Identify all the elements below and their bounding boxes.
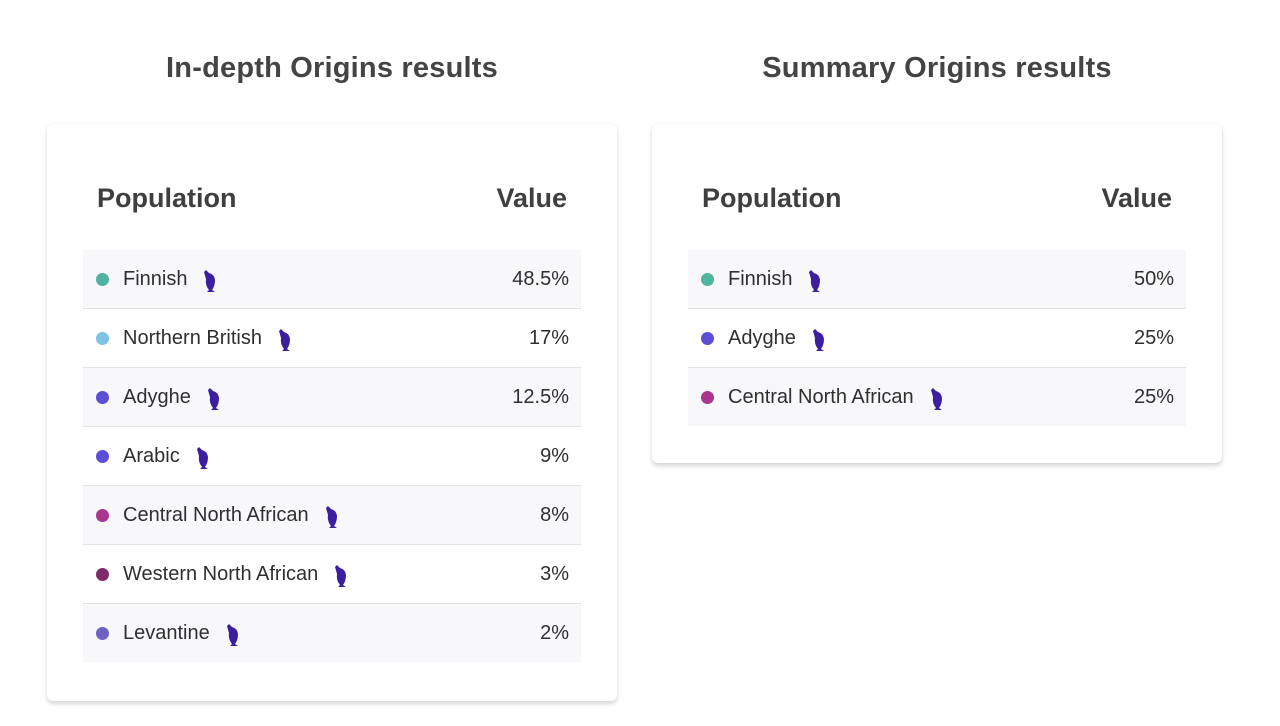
population-label: Central North African xyxy=(123,504,309,526)
population-color-dot xyxy=(96,332,109,345)
population-color-dot xyxy=(96,627,109,640)
population-name: Adyghe xyxy=(728,309,826,368)
population-value: 3% xyxy=(540,563,569,585)
table-row[interactable]: Central North African 25% xyxy=(688,368,1186,426)
population-color-dot xyxy=(701,273,714,286)
table-row[interactable]: Western North African 3% xyxy=(83,545,581,604)
owl-icon[interactable] xyxy=(196,446,210,470)
summary-title: Summary Origins results xyxy=(762,52,1112,84)
table-header: Population Value xyxy=(83,164,581,251)
table-row[interactable]: Adyghe 12.5% xyxy=(83,368,581,427)
population-color-dot xyxy=(96,509,109,522)
population-value: 17% xyxy=(528,327,569,349)
population-value: 50% xyxy=(1133,268,1174,290)
population-value: 8% xyxy=(540,504,569,526)
owl-icon[interactable] xyxy=(226,623,240,647)
population-label: Central North African xyxy=(728,386,914,408)
table-row[interactable]: Levantine 2% xyxy=(83,604,581,662)
table-row[interactable]: Adyghe 25% xyxy=(688,309,1186,368)
population-name: Northern British xyxy=(123,309,292,368)
population-value: 9% xyxy=(540,445,569,467)
owl-icon[interactable] xyxy=(930,387,944,411)
owl-icon[interactable] xyxy=(812,328,826,352)
population-label: Finnish xyxy=(123,268,188,290)
owl-icon[interactable] xyxy=(203,269,217,293)
population-value: 48.5% xyxy=(512,268,569,290)
owl-icon[interactable] xyxy=(334,564,348,588)
population-value: 25% xyxy=(1133,327,1174,349)
owl-icon[interactable] xyxy=(808,269,822,293)
population-color-dot xyxy=(96,450,109,463)
population-color-dot xyxy=(701,391,714,404)
population-header: Population xyxy=(702,183,842,213)
owl-icon[interactable] xyxy=(207,387,221,411)
value-header: Value xyxy=(1101,183,1172,213)
population-label: Northern British xyxy=(123,327,262,349)
population-name: Arabic xyxy=(123,427,210,486)
in-depth-results-card: Population Value Finnish 48.5% Northern Br… xyxy=(47,124,617,701)
owl-icon[interactable] xyxy=(325,505,339,529)
population-name: Western North African xyxy=(123,545,348,604)
population-name: Levantine xyxy=(123,604,240,663)
table-row[interactable]: Finnish 48.5% xyxy=(83,250,581,309)
table-row[interactable]: Finnish 50% xyxy=(688,250,1186,309)
summary-results-card: Population Value Finnish 50% Adyghe 25% Cent… xyxy=(652,124,1222,463)
table-header: Population Value xyxy=(688,164,1186,251)
population-name: Finnish xyxy=(728,250,822,309)
population-value: 12.5% xyxy=(512,386,569,408)
population-label: Levantine xyxy=(123,622,210,644)
population-name: Central North African xyxy=(123,486,339,545)
table-row[interactable]: Northern British 17% xyxy=(83,309,581,368)
population-value: 2% xyxy=(540,622,569,644)
population-header: Population xyxy=(97,183,237,213)
population-name: Adyghe xyxy=(123,368,221,427)
population-color-dot xyxy=(701,332,714,345)
population-name: Central North African xyxy=(728,368,944,427)
population-value: 25% xyxy=(1133,386,1174,408)
table-row[interactable]: Central North African 8% xyxy=(83,486,581,545)
summary-rows: Finnish 50% Adyghe 25% Central North African… xyxy=(688,250,1186,426)
population-label: Adyghe xyxy=(123,386,191,408)
population-label: Western North African xyxy=(123,563,319,585)
value-header: Value xyxy=(496,183,567,213)
owl-icon[interactable] xyxy=(278,328,292,352)
table-row[interactable]: Arabic 9% xyxy=(83,427,581,486)
population-color-dot xyxy=(96,273,109,286)
population-label: Finnish xyxy=(728,268,793,290)
in-depth-title: In-depth Origins results xyxy=(166,52,498,84)
population-name: Finnish xyxy=(123,250,217,309)
population-color-dot xyxy=(96,568,109,581)
population-label: Arabic xyxy=(123,445,180,467)
population-label: Adyghe xyxy=(728,327,796,349)
population-color-dot xyxy=(96,391,109,404)
in-depth-rows: Finnish 48.5% Northern British 17% Adyghe 12.… xyxy=(83,250,581,662)
